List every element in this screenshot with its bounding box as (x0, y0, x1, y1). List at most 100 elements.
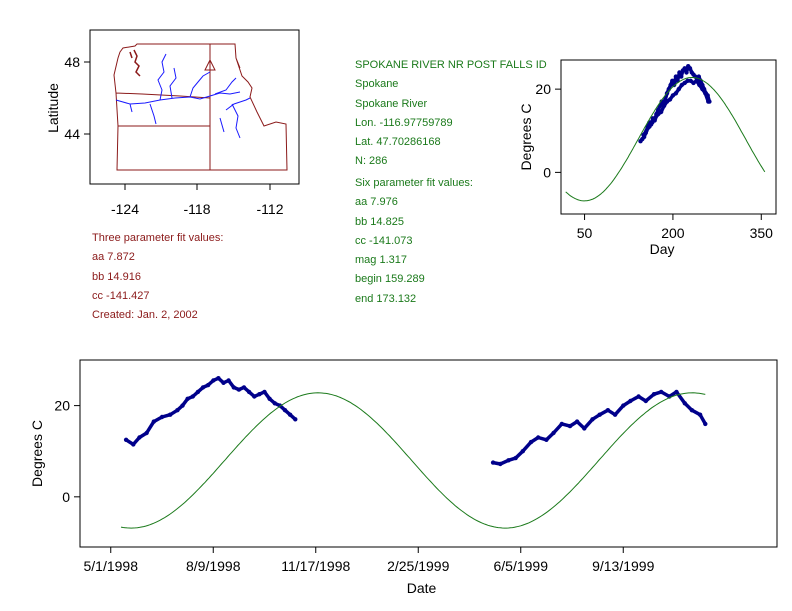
observed-point (636, 394, 641, 399)
ytick-label: 20 (535, 81, 551, 97)
observed-point (653, 116, 658, 121)
observed-point (159, 414, 165, 420)
observed-point (597, 412, 602, 417)
observed-point (131, 442, 136, 447)
observed-point (668, 82, 673, 88)
xtick-label: 6/5/1999 (494, 558, 549, 574)
xtick-label: 11/17/1998 (281, 558, 350, 574)
observed-point (272, 401, 277, 406)
observed-point (682, 401, 687, 406)
observed-point (684, 70, 689, 75)
observed-point (144, 430, 149, 436)
observed-point (674, 389, 679, 395)
observed-point (175, 408, 180, 413)
observed-point (650, 120, 655, 125)
observed-point (123, 437, 129, 442)
observed-point (658, 109, 664, 115)
observed-point (682, 66, 687, 71)
observed-point (520, 449, 525, 454)
day-chart: 0 20 50 200 350 Day Degrees C (518, 59, 777, 257)
observed-point (241, 385, 247, 390)
three-param-aa: aa 7.872 (92, 251, 135, 264)
observed-point (252, 394, 257, 399)
observed-point (528, 439, 534, 445)
observed-point (221, 380, 226, 385)
observed-point (694, 78, 699, 84)
observed-point (185, 396, 190, 401)
observed-point (211, 378, 216, 383)
observed-point (490, 460, 496, 465)
three-param-bb: bb 14.916 (92, 270, 141, 283)
observed-point (216, 376, 221, 381)
xtick-label: 8/9/1998 (186, 558, 241, 574)
six-param-begin: begin 159.289 (355, 273, 425, 286)
observed-point (582, 426, 587, 431)
observed-point (697, 412, 703, 417)
station-city: Spokane (355, 78, 399, 91)
six-param-end: end 173.132 (355, 292, 417, 305)
observed-series-line (125, 376, 297, 447)
observed-point (673, 91, 679, 96)
station-name: SPOKANE RIVER NR POST FALLS ID (355, 59, 547, 71)
observed-point (137, 435, 142, 440)
observed-point (246, 389, 252, 395)
observed-point (536, 435, 541, 440)
observed-point (287, 412, 293, 417)
observed-point (697, 82, 702, 88)
observed-series-line (642, 79, 710, 136)
observed-point (612, 412, 618, 417)
xtick-label: 200 (661, 225, 685, 241)
xtick-label: 350 (750, 225, 774, 241)
xtick-label: 50 (577, 225, 593, 241)
observed-point (679, 74, 684, 79)
observed-point (670, 78, 675, 84)
observed-point (513, 455, 518, 461)
y-axis-label: Degrees C (29, 420, 45, 487)
observed-point (551, 430, 556, 436)
observed-point (673, 74, 679, 79)
observed-point (180, 403, 185, 408)
observed-point (703, 91, 708, 96)
observed-point (195, 389, 201, 395)
ytick-label: 20 (54, 398, 70, 414)
xtick-label: 9/13/1999 (592, 558, 654, 574)
xtick-label: 5/1/1998 (84, 558, 139, 574)
x-axis-label: Day (650, 241, 675, 257)
observed-point (231, 385, 236, 390)
observed-point (590, 417, 595, 422)
station-lat: Lat. 47.70286168 (355, 136, 441, 149)
fit-curve (565, 77, 766, 202)
three-param-heading: Three parameter fit values: (92, 232, 224, 244)
observed-point (689, 408, 695, 413)
observed-point (257, 392, 262, 397)
observed-point (700, 86, 705, 92)
observed-point (262, 389, 267, 395)
observed-point (226, 378, 231, 383)
observed-point (641, 132, 646, 138)
station-info: SPOKANE RIVER NR POST FALLS ID Spokane S… (355, 56, 547, 172)
observed-series-line (492, 390, 707, 466)
six-param-mag: mag 1.317 (355, 254, 407, 267)
observed-point (659, 389, 664, 395)
plot-frame (560, 59, 777, 215)
observed-point (696, 74, 701, 79)
observed-point (687, 66, 693, 71)
observed-point (205, 382, 211, 388)
observed-point (236, 387, 242, 392)
observed-point (151, 419, 156, 424)
station-n: N: 286 (355, 155, 388, 168)
observed-point (168, 412, 173, 417)
observed-point (200, 385, 206, 390)
observed-point (651, 392, 657, 397)
observed-point (677, 70, 682, 75)
observed-point (567, 423, 573, 429)
observed-point (267, 396, 272, 401)
observed-point (559, 421, 564, 427)
observed-point (282, 408, 288, 413)
three-param-info: Three parameter fit values: aa 7.872 bb … (92, 229, 223, 325)
observed-point (621, 403, 626, 408)
six-param-heading: Six parameter fit values: (355, 177, 473, 189)
observed-point (498, 461, 503, 467)
six-param-cc: cc -141.073 (355, 234, 413, 247)
observed-point (661, 103, 667, 109)
